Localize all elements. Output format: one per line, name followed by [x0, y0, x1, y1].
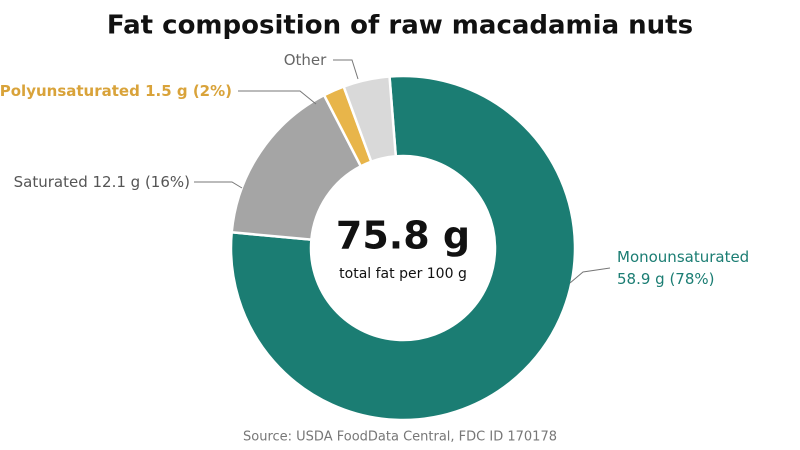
category-label: Polyunsaturated [0, 82, 140, 100]
value-label: 12.1 g (16%) [93, 173, 191, 191]
category-label: Saturated [14, 173, 88, 191]
slice-label: Other [284, 51, 327, 69]
leader-line [238, 90, 317, 105]
slice-label: Polyunsaturated 1.5 g (2%) [0, 82, 232, 100]
leader-line [194, 181, 243, 189]
value-label: 1.5 g (2%) [145, 82, 232, 100]
donut-slice [342, 75, 398, 164]
category-label: Monounsaturated [617, 248, 749, 266]
category-label: Other [284, 51, 327, 69]
source: Source: USDA FoodData Central, FDC ID 17… [243, 430, 557, 445]
center-caption: total fat per 100 g [339, 266, 467, 282]
donut-slice [229, 74, 577, 422]
slice-label: Monounsaturated 58.9 g (78%) [617, 248, 749, 288]
leader-line [569, 267, 611, 284]
leader-line [333, 59, 359, 80]
value-label: 58.9 g (78%) [617, 270, 715, 288]
slice-label: Saturated 12.1 g (16%) [14, 173, 190, 191]
center-value: 75.8 g [336, 214, 470, 258]
chart-title: Fat composition of raw macadamia nuts [107, 11, 693, 41]
